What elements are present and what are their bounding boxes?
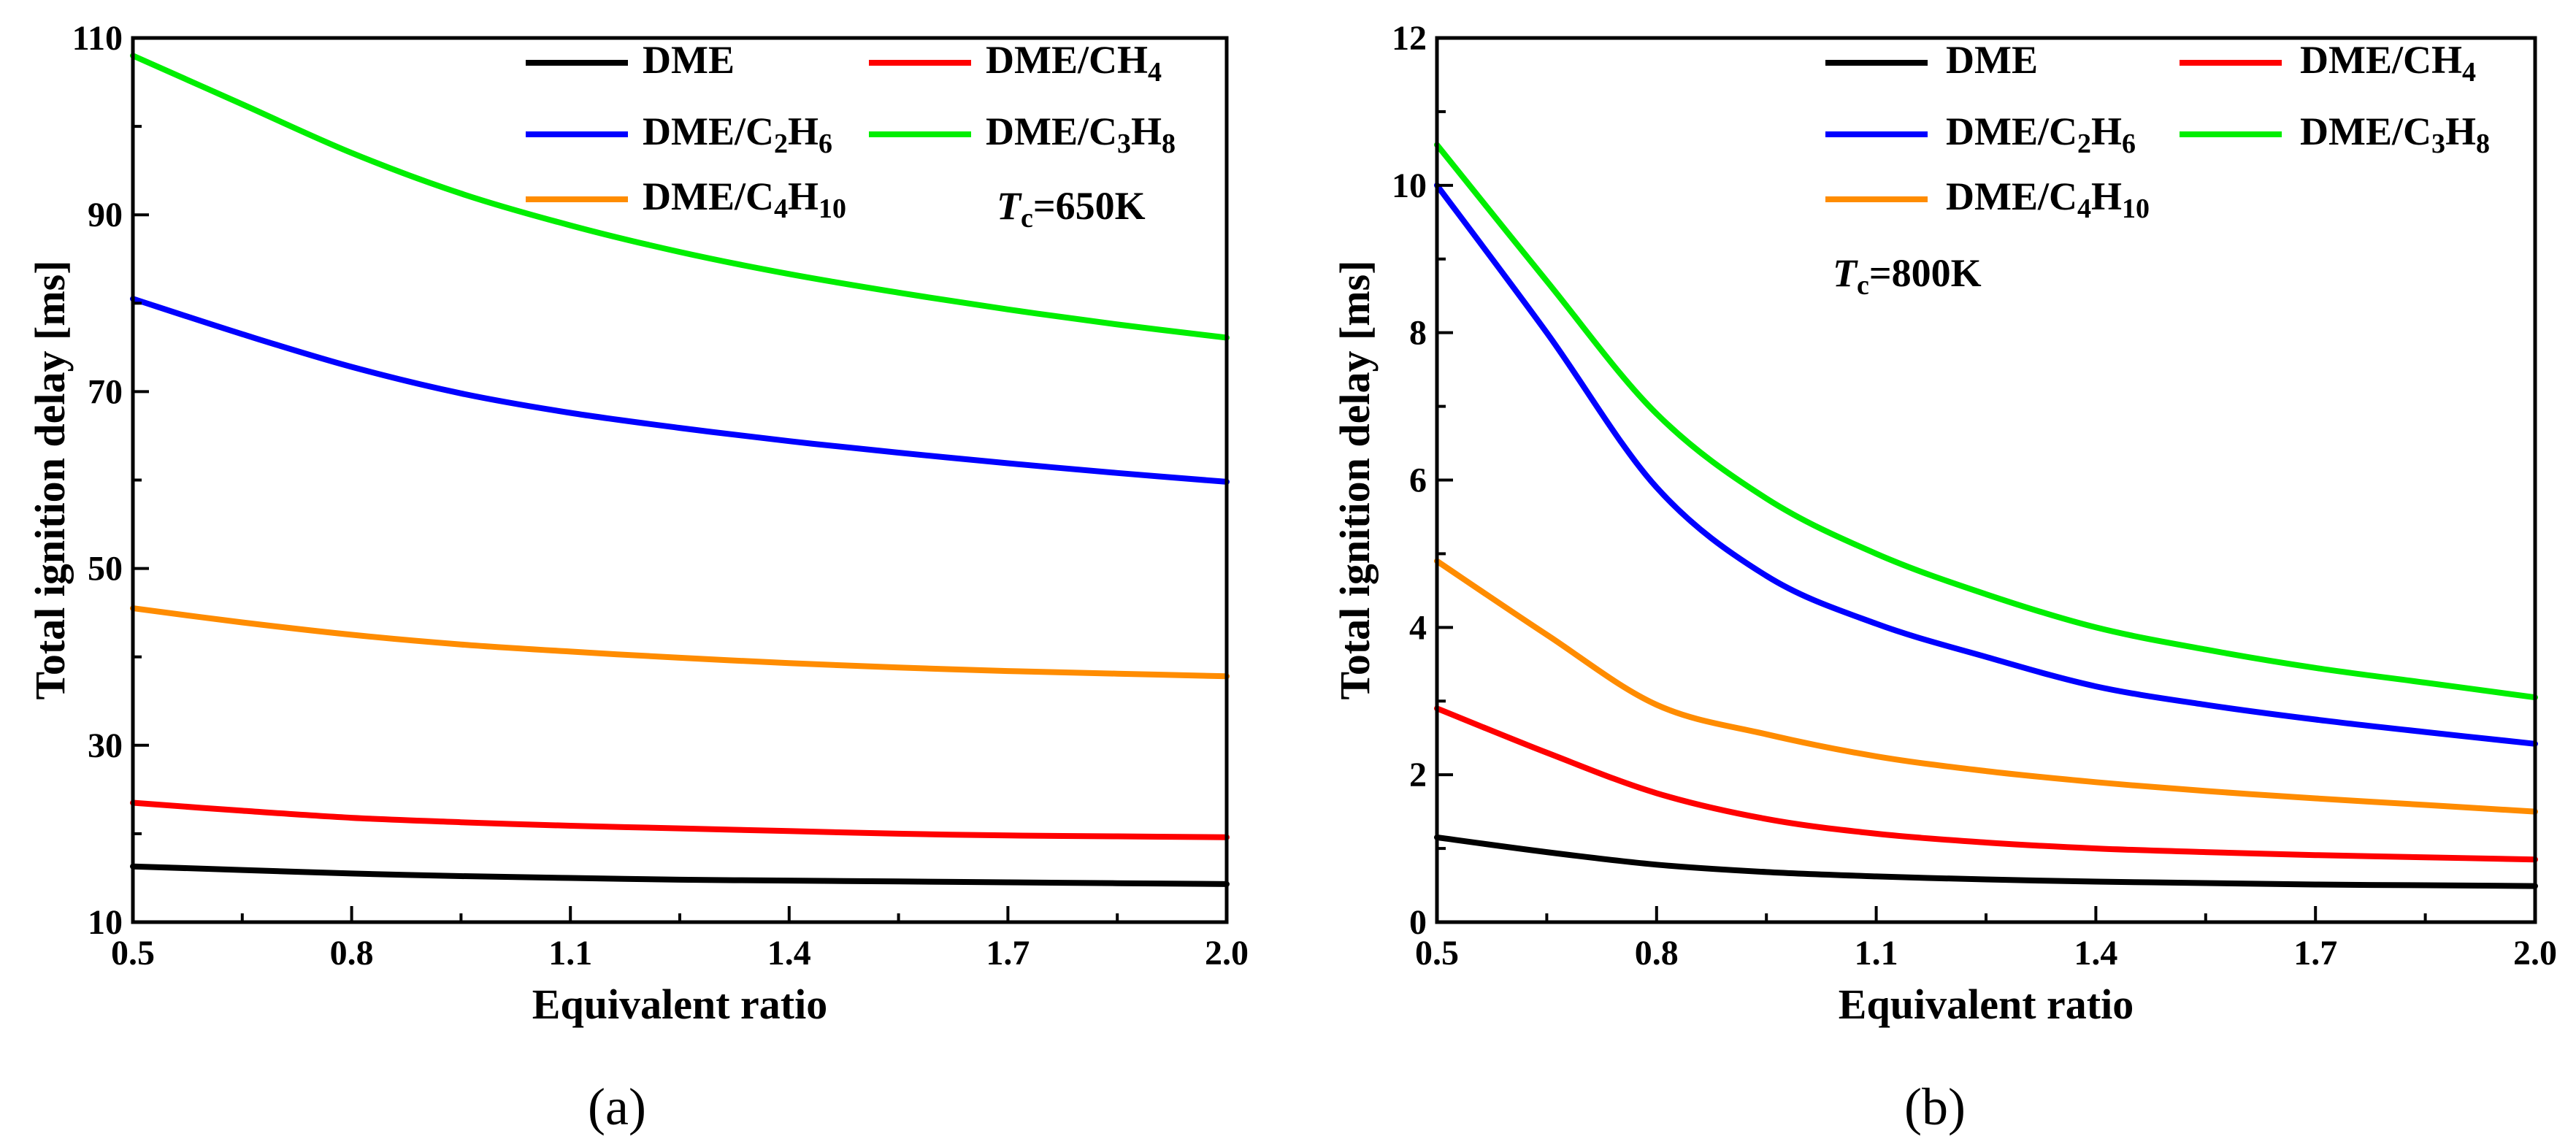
y-tick-label: 8 <box>1409 314 1427 353</box>
series-line-0 <box>1434 834 2538 889</box>
plot-frame <box>131 36 1229 924</box>
y-tick-label: 12 <box>1392 19 1427 58</box>
y-tick-label: 90 <box>88 196 123 234</box>
temperature-annotation: Tc=650K <box>997 184 1146 234</box>
x-axis-title: Equivalent ratio <box>532 981 827 1028</box>
legend-label-4: DME/C4H10 <box>643 174 846 224</box>
panel-label: (a) <box>588 1078 646 1136</box>
x-tick-label: 1.4 <box>767 934 811 973</box>
x-tick-label: 2.0 <box>2513 934 2557 973</box>
y-tick-label: 2 <box>1409 756 1427 794</box>
y-tick-label: 70 <box>88 372 123 411</box>
legend-label-0: DME <box>643 38 735 82</box>
y-tick-label: 6 <box>1409 461 1427 500</box>
x-tick-label: 1.7 <box>986 934 1030 973</box>
x-tick-label: 0.8 <box>1635 934 1679 973</box>
x-tick-label: 0.5 <box>111 934 155 973</box>
y-tick-label: 110 <box>72 19 123 58</box>
x-tick-label: 0.5 <box>1415 934 1459 973</box>
y-axis-title: Total ignition delay [ms] <box>26 260 74 699</box>
y-tick-label: 10 <box>88 903 123 942</box>
series-line-1 <box>1434 705 2538 863</box>
legend-label-3: DME/C3H8 <box>986 110 1176 159</box>
y-axis-title: Total ignition delay [ms] <box>1331 260 1379 699</box>
series-line-2 <box>130 296 1230 485</box>
temperature-annotation: Tc=800K <box>1833 251 1982 301</box>
series-line-1 <box>130 799 1230 840</box>
plot-frame <box>1435 36 2537 924</box>
legend-label-2: DME/C2H6 <box>1946 110 2136 159</box>
legend: DME DME/CH4 DME/C2H6 DME/C3H8 DME/C4H10 <box>1825 38 2490 224</box>
chart-panel-a: 0.5 0.8 1.1 1.4 1.7 2.0 10 30 50 70 90 110 Equivalen… <box>26 19 1249 1028</box>
x-tick-label: 0.8 <box>330 934 374 973</box>
x-tick-label: 2.0 <box>1205 934 1249 973</box>
legend-label-2: DME/C2H6 <box>643 110 832 159</box>
x-tick-label: 1.4 <box>2074 934 2117 973</box>
legend-label-1: DME/CH4 <box>2300 38 2476 88</box>
legend-label-0: DME <box>1946 38 2038 82</box>
x-axis-title: Equivalent ratio <box>1839 981 2134 1028</box>
legend-label-1: DME/CH4 <box>986 38 1162 88</box>
legend-label-4: DME/C4H10 <box>1946 174 2150 224</box>
series-line-4 <box>1434 558 2538 815</box>
legend: DME DME/CH4 DME/C2H6 DME/C3H8 DME/C4H10 <box>526 38 1176 224</box>
series-line-3 <box>1434 142 2538 701</box>
legend-label-3: DME/C3H8 <box>2300 110 2490 159</box>
chart-panel-b: 0.5 0.8 1.1 1.4 1.7 2.0 0 2 4 6 8 10 12 Equivalent ra… <box>1331 19 2557 1028</box>
series-line-0 <box>130 863 1230 887</box>
y-tick-label: 30 <box>88 726 123 765</box>
x-tick-label: 1.7 <box>2293 934 2337 973</box>
panel-label: (b) <box>1904 1078 1966 1136</box>
series-line-4 <box>130 605 1230 680</box>
y-tick-label: 50 <box>88 550 123 588</box>
y-tick-label: 4 <box>1409 608 1427 647</box>
x-tick-label: 1.1 <box>548 934 592 973</box>
series-line-2 <box>1434 182 2538 747</box>
y-tick-label: 0 <box>1409 903 1427 942</box>
x-tick-label: 1.1 <box>1855 934 1898 973</box>
series-line-3 <box>130 53 1230 341</box>
y-tick-label: 10 <box>1392 166 1427 205</box>
